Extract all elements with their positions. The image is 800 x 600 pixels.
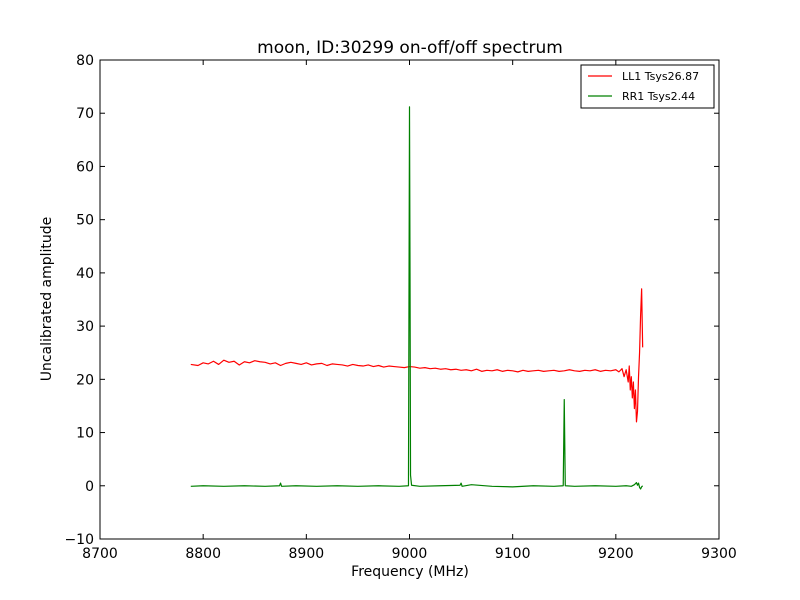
x-tick-label: 8700	[82, 546, 118, 562]
series-line-ll1	[190, 288, 644, 423]
x-tick-label: 9300	[701, 546, 737, 562]
x-tick-label: 8900	[289, 546, 325, 562]
y-tick-label: 70	[76, 106, 94, 122]
legend-label-ll1: LL1 Tsys26.87	[622, 70, 699, 83]
series-layer	[190, 106, 644, 490]
ticks-layer: 8700 8800 8900 9000 9100 9200 9300 −10 0 10 20 30 40…	[64, 53, 736, 562]
legend-label-rr1: RR1 Tsys2.44	[622, 90, 695, 103]
y-tick-label: 40	[76, 266, 94, 282]
chart-title: moon, ID:30299 on-off/off spectrum	[257, 38, 563, 58]
y-tick-label: 80	[76, 53, 94, 69]
y-tick-label: 10	[76, 426, 94, 442]
y-axis-label: Uncalibrated amplitude	[39, 217, 55, 382]
y-tick-label: 20	[76, 372, 94, 388]
x-tick-label: 9200	[598, 546, 634, 562]
y-tick-label: 30	[76, 319, 94, 335]
legend-box	[580, 64, 715, 109]
legend: LL1 Tsys26.87 RR1 Tsys2.44	[580, 64, 715, 109]
x-tick-label: 8800	[185, 546, 221, 562]
x-tick-label: 9100	[495, 546, 531, 562]
y-tick-label: 50	[76, 213, 94, 229]
series-line-rr1	[190, 106, 644, 490]
y-tick-label: 60	[76, 159, 94, 175]
x-tick-label: 9000	[392, 546, 428, 562]
y-tick-label: 0	[85, 479, 94, 495]
x-axis-label: Frequency (MHz)	[351, 564, 469, 580]
y-tick-label: −10	[64, 532, 94, 548]
